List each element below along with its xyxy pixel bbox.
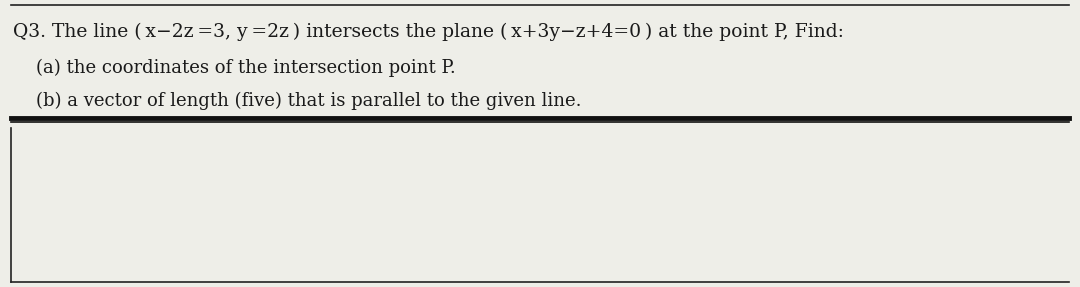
Text: Q3. The line ( x−2z =3, y =2z ) intersects the plane ( x+3y−z+4=0 ) at the point: Q3. The line ( x−2z =3, y =2z ) intersec…	[13, 23, 843, 41]
Text: (b) a vector of length (five) that is parallel to the given line.: (b) a vector of length (five) that is pa…	[13, 92, 581, 110]
Text: (a) the coordinates of the intersection point P.: (a) the coordinates of the intersection …	[13, 59, 456, 77]
